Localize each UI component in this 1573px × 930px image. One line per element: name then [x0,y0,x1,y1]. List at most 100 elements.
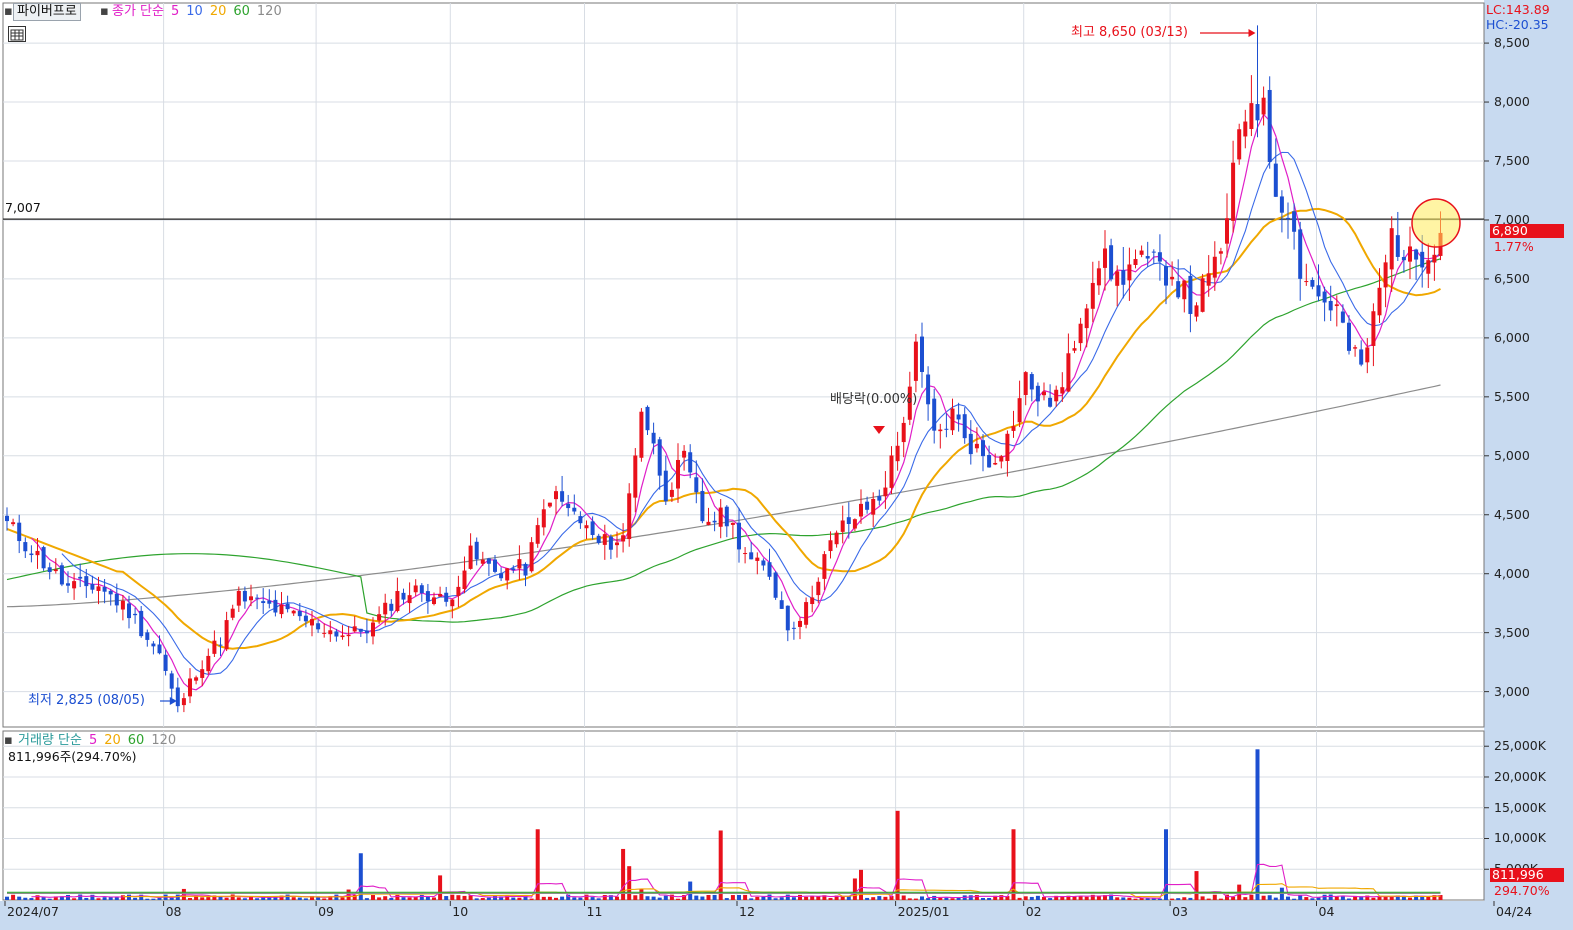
volume-bar [285,894,290,900]
candle-body [200,669,205,678]
candle-body [1011,426,1016,431]
volume-bar [328,896,333,900]
volume-bar [804,896,809,900]
volume-bar [1103,895,1107,900]
volume-bar [907,898,912,900]
volume-bar [791,897,796,900]
volume-menu-icon[interactable]: ▪ [4,733,13,748]
vol-legend-ma60: 60 [127,733,145,748]
candle-body [1255,104,1260,121]
candle-body [834,532,839,545]
candle-body [23,542,28,552]
volume-bar [1328,894,1333,900]
candle-body [462,570,467,589]
candle-body [1054,389,1059,402]
volume-bar [700,896,705,900]
candle-body [90,583,95,590]
candle-body [688,452,693,473]
volume-bar [303,898,308,900]
candle-body [791,627,796,629]
candle-body [291,610,296,614]
date-tick-label: 12 [739,904,755,919]
volume-tick-label: 10,000K [1494,830,1546,846]
candle-body [535,525,540,544]
candle-body [523,563,528,576]
candle-body [102,587,107,592]
price-tick-label: 4,500 [1494,506,1530,522]
candle-body [151,643,156,647]
volume-bar [889,896,894,900]
volume-bar [828,898,833,900]
volume-bar [35,895,40,900]
candle-body [755,557,760,561]
candle-body [932,398,937,431]
candle-body [938,429,943,432]
candle-body [11,522,16,525]
volume-bar [590,897,595,900]
candle-body [645,406,650,431]
volume-bar [1139,897,1144,900]
volume-bar [17,896,22,900]
volume-bar [120,895,125,900]
volume-bar [663,895,668,900]
date-tick-label: 10 [452,904,469,919]
volume-ma-legend[interactable]: 거래량 단순 5 20 60 120 [18,733,183,748]
candle-body [1090,282,1095,309]
candle-body [1017,398,1022,423]
candle-body [737,522,741,550]
candle-body [1023,372,1028,396]
volume-bar [480,898,485,900]
volume-bar [1127,897,1132,900]
price-ma-legend[interactable]: 종가 단순 5 10 20 60 120 [112,4,289,19]
candle-body [706,521,711,525]
volume-bar [151,898,156,900]
candle-body [560,491,565,502]
volume-bar [5,896,9,900]
candle-body [206,655,211,672]
price-tick-label: 5,500 [1494,388,1530,404]
volume-bar [926,898,931,900]
volume-bar [444,896,449,900]
date-tick-label: 08 [165,904,182,919]
volume-bar [1182,897,1187,900]
candle-body [364,630,369,634]
volume-bar [200,897,205,900]
volume-bar [145,898,150,900]
candle-body [987,455,992,468]
current-change-tag: 1.77% [1494,239,1534,254]
volume-bar [108,897,113,900]
volume-bar [1286,896,1290,900]
candle-body [346,634,351,637]
volume-bar [218,896,223,900]
stock-name-button[interactable]: 파이버프로 [13,3,81,21]
volume-bar [1225,894,1229,900]
candle-body [468,545,473,569]
candle-body [175,687,180,707]
price-tick-label: 6,500 [1494,270,1530,286]
volume-bar [236,897,241,900]
volume-bar [1322,894,1327,900]
menu-square-icon[interactable]: ▪ [4,4,13,19]
volume-bar [987,897,992,900]
grid-table-icon[interactable] [8,26,26,42]
volume-bar [486,897,491,900]
volume-bar [157,897,162,900]
candle-body [157,644,162,654]
candle-body [1432,254,1437,263]
volume-bar [1377,896,1382,900]
candle-body [322,632,327,634]
volume-bar [438,875,443,900]
candle-body [993,462,998,465]
volume-bar [974,895,979,900]
candle-body [1188,275,1193,314]
volume-bar [413,896,418,900]
candle-body [1176,281,1181,298]
candle-body [669,489,674,497]
menu-square-icon-2[interactable]: ▪ [100,4,109,19]
volume-bar [743,894,748,900]
candle-body [438,593,443,597]
volume-bar [913,898,918,900]
candle-body [1066,353,1071,392]
candle-body [968,433,973,455]
